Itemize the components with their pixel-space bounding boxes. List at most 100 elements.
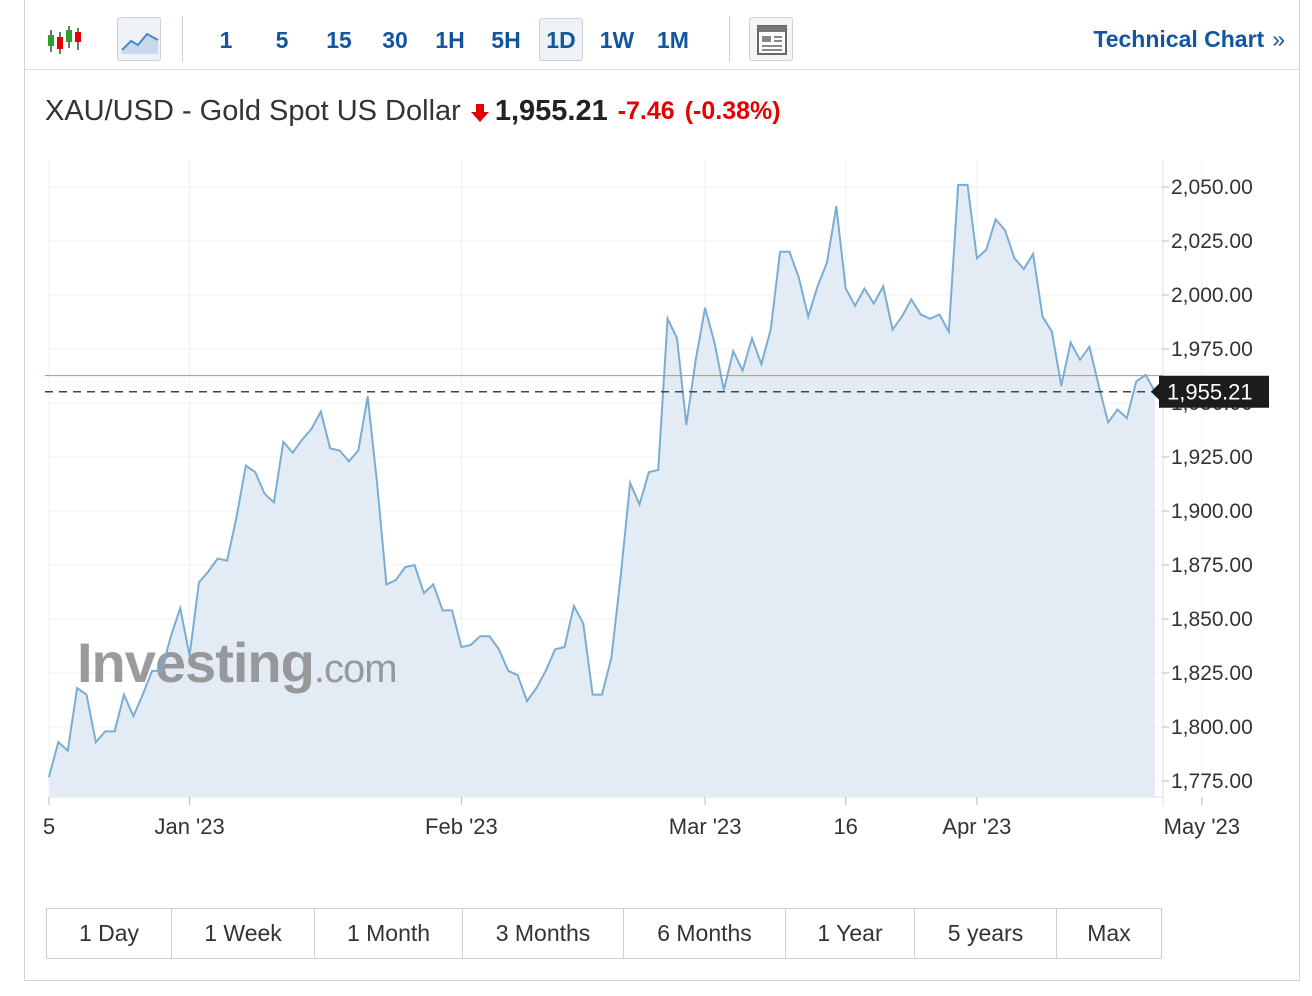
interval-30[interactable]: 30: [382, 27, 408, 53]
data-point: [385, 583, 388, 586]
candlestick-icon[interactable]: [41, 17, 85, 61]
data-point: [769, 328, 772, 331]
data-point: [423, 592, 425, 594]
data-point: [788, 251, 791, 253]
technical-chart-link[interactable]: Technical Chart »: [1093, 26, 1285, 53]
range-5-years[interactable]: 5 years: [915, 909, 1057, 958]
interval-5h[interactable]: 5H: [491, 27, 521, 53]
data-point: [760, 363, 763, 365]
technical-chart-label: Technical Chart: [1093, 26, 1265, 52]
area-chart-icon[interactable]: [117, 17, 161, 61]
data-point: [826, 261, 828, 264]
layout-icon[interactable]: [749, 17, 793, 61]
x-tick-label: May '23: [1164, 814, 1240, 839]
data-point: [723, 389, 725, 391]
range-1-month[interactable]: 1 Month: [315, 909, 463, 958]
data-point: [432, 583, 435, 586]
data-point: [254, 471, 256, 473]
data-point: [291, 451, 294, 454]
area-fill: [49, 184, 1155, 797]
y-tick-label: 2,025.00: [1171, 230, 1253, 253]
interval-1w[interactable]: 1W: [599, 27, 635, 53]
data-point: [1069, 341, 1072, 344]
data-point: [507, 670, 510, 672]
data-point: [301, 438, 303, 441]
y-tick-label: 1,775.00: [1171, 770, 1253, 793]
investing-watermark: Investing.com: [77, 631, 397, 694]
data-point: [479, 635, 481, 638]
interval-5[interactable]: 5: [275, 27, 289, 53]
data-point: [310, 428, 313, 430]
data-point: [216, 557, 219, 560]
data-point: [404, 566, 406, 568]
interval-1[interactable]: 1: [219, 27, 233, 53]
x-tick-label: Apr '23: [942, 814, 1011, 839]
data-point: [1051, 330, 1053, 333]
price-chart[interactable]: Investing.com 2,050.00 2,025.00 2,000.00 1,9…: [25, 0, 1301, 880]
toolbar-divider: [729, 16, 730, 62]
interval-1h[interactable]: 1H: [435, 27, 465, 53]
x-tick-label: 5: [43, 814, 55, 839]
last-price-tag: [1159, 375, 1269, 408]
x-tick-label: Feb '23: [425, 814, 498, 839]
range-selector: 1 Day 1 Week 1 Month 3 Months 6 Months 1 Year…: [46, 908, 1162, 959]
data-point: [123, 693, 125, 696]
instrument-name: XAU/USD - Gold Spot US Dollar: [45, 94, 461, 127]
data-point: [573, 605, 575, 607]
range-1-day[interactable]: 1 Day: [47, 909, 172, 958]
data-point: [535, 687, 538, 689]
data-point: [85, 693, 88, 696]
last-price-tag-pointer: [1151, 383, 1159, 400]
interval-1d[interactable]: 1D: [539, 18, 583, 61]
data-point: [66, 749, 69, 752]
interval-1m[interactable]: 1M: [657, 27, 689, 53]
data-point: [591, 693, 594, 696]
range-1-year[interactable]: 1 Year: [786, 909, 915, 958]
data-point: [816, 285, 819, 288]
data-point: [338, 449, 341, 452]
range-1-week[interactable]: 1 Week: [172, 909, 315, 958]
data-point: [629, 482, 631, 484]
range-6-months[interactable]: 6 Months: [624, 909, 786, 958]
data-point: [854, 305, 856, 307]
data-point: [460, 646, 463, 648]
data-point: [798, 276, 800, 279]
data-point: [1032, 253, 1034, 255]
data-point: [676, 337, 678, 340]
data-point: [498, 648, 500, 651]
data-point: [113, 730, 116, 733]
data-point: [938, 313, 941, 316]
data-point: [1088, 346, 1091, 348]
range-3-months[interactable]: 3 Months: [463, 909, 624, 958]
chevron-right-icon: »: [1272, 26, 1285, 52]
data-point: [648, 471, 650, 473]
data-point: [282, 441, 285, 443]
data-point: [441, 609, 444, 612]
data-point: [835, 205, 838, 208]
price-change-percent: (-0.38%): [684, 96, 781, 125]
data-point: [245, 464, 247, 467]
data-point: [198, 581, 200, 584]
data-point: [516, 674, 519, 676]
last-price: 1,955.21: [494, 94, 608, 127]
data-point: [48, 775, 50, 778]
data-point: [1116, 408, 1119, 411]
data-point: [732, 350, 735, 352]
data-point: [638, 503, 641, 506]
data-point: [160, 670, 163, 672]
data-point: [694, 359, 697, 361]
range-max[interactable]: Max: [1057, 909, 1161, 958]
data-point: [948, 330, 950, 333]
data-point: [741, 369, 744, 372]
data-point: [901, 315, 903, 318]
data-point: [273, 501, 275, 504]
data-point: [779, 251, 781, 253]
interval-15[interactable]: 15: [326, 27, 352, 53]
chart-toolbar: 1 5 15 30 1H 5H 1D 1W 1M Technical Chart»: [25, 0, 1299, 70]
data-point: [873, 302, 875, 305]
data-point: [976, 257, 978, 260]
data-point: [1022, 268, 1025, 270]
data-point: [844, 287, 847, 290]
data-point: [910, 298, 913, 301]
y-tick-label: 1,925.00: [1171, 446, 1253, 469]
